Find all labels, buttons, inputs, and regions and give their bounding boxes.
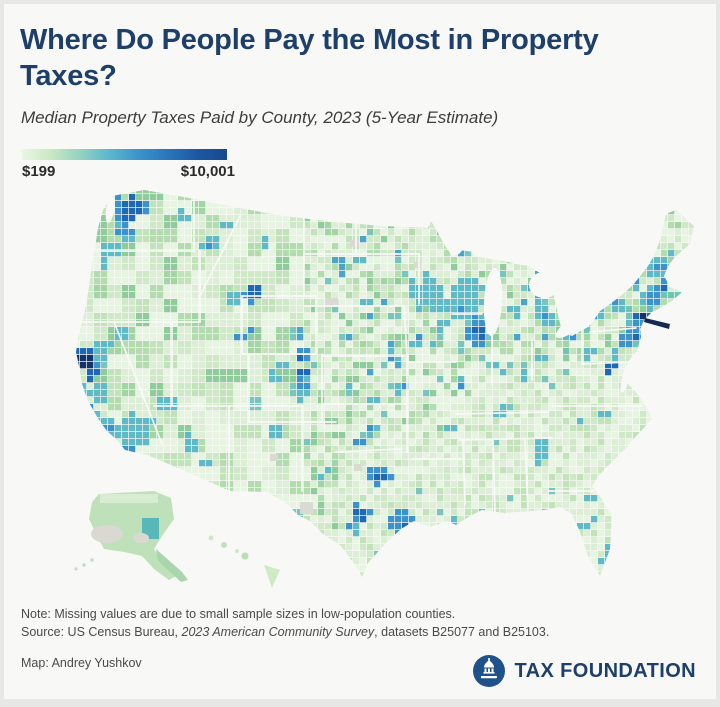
county-cells xyxy=(76,190,694,577)
long-island xyxy=(644,318,670,329)
state-borders xyxy=(81,197,643,513)
lake-erie xyxy=(555,305,597,339)
lake-huron xyxy=(529,272,559,298)
source-italic: 2023 American Community Survey xyxy=(181,625,375,639)
lake-michigan xyxy=(483,268,503,336)
page-subtitle: Median Property Taxes Paid by County, 20… xyxy=(21,108,499,127)
chesapeake-bay xyxy=(620,369,630,393)
tax-foundation-logo: TAX FOUNDATION xyxy=(472,652,696,690)
infographic-card: Where Do People Pay the Most in Property… xyxy=(4,4,716,699)
hawaii-inset xyxy=(208,535,280,588)
legend-min-label: $199 xyxy=(22,163,56,180)
legend-gradient-bar xyxy=(22,149,227,160)
lake-ontario xyxy=(582,269,614,285)
lake-superior xyxy=(436,214,524,260)
us-choropleth-map xyxy=(74,190,694,588)
color-legend: $199 $10,001 xyxy=(22,149,235,180)
alaska-inset xyxy=(74,491,188,582)
source-line: Source: US Census Bureau, 2023 American … xyxy=(21,625,550,639)
note-line: Note: Missing values are due to small sa… xyxy=(21,607,456,621)
legend-max-label: $10,001 xyxy=(180,163,235,180)
tax-foundation-logo-icon xyxy=(473,655,506,687)
puget-sound xyxy=(105,197,115,223)
tax-foundation-logo-text: TAX FOUNDATION xyxy=(514,659,696,682)
footnotes: Note: Missing values are due to small sa… xyxy=(21,605,641,641)
great-lakes xyxy=(105,197,630,393)
map-credit: Map: Andrey Yushkov xyxy=(21,656,142,670)
page-title: Where Do People Pay the Most in Property… xyxy=(20,24,599,92)
